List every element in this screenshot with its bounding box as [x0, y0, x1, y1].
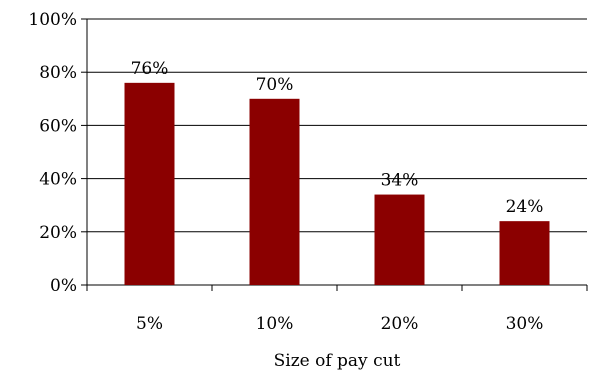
bar — [249, 98, 300, 285]
data-label: 70% — [256, 75, 294, 95]
y-axis-ticks: 0% 20% 40% 60% 80% 100% — [28, 10, 87, 296]
data-label: 76% — [131, 59, 169, 79]
data-label: 34% — [381, 171, 419, 191]
x-axis-title: Size of pay cut — [274, 351, 401, 371]
y-tick-label: 40% — [39, 170, 77, 190]
x-tick-label: 20% — [381, 314, 419, 334]
bar — [124, 82, 175, 285]
x-tick-label: 30% — [506, 314, 544, 334]
y-tick-label: 80% — [39, 63, 77, 83]
y-tick-label: 20% — [39, 223, 77, 243]
data-label: 24% — [506, 197, 544, 217]
bars — [124, 82, 550, 285]
bar — [499, 221, 550, 285]
bar — [374, 194, 425, 285]
x-tick-label: 10% — [256, 314, 294, 334]
y-tick-label: 100% — [28, 10, 77, 30]
x-tick-label: 5% — [136, 314, 163, 334]
data-labels: 76% 70% 34% 24% — [131, 59, 544, 217]
y-tick-label: 0% — [50, 276, 77, 296]
y-tick-label: 60% — [39, 116, 77, 136]
x-axis-ticks: 5% 10% 20% 30% — [86, 285, 588, 334]
